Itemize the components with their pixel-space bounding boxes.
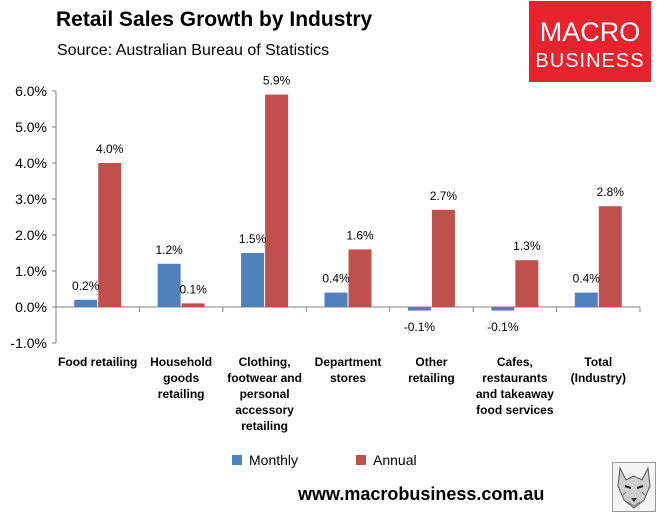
legend-monthly-label: Monthly: [249, 452, 299, 468]
category-label: goods: [163, 371, 199, 385]
footer-url[interactable]: www.macrobusiness.com.au: [298, 484, 545, 504]
data-label-monthly: -0.1%: [404, 320, 436, 334]
category-label: Total: [584, 355, 612, 369]
wolf-mascot-icon: [612, 462, 656, 512]
legend-monthly: Monthly: [232, 452, 298, 468]
category-label: personal: [240, 387, 290, 401]
category-label: retailing: [158, 387, 205, 401]
bar-annual-3: [348, 249, 372, 307]
data-label-annual: 4.0%: [96, 142, 124, 156]
bar-annual-2: [265, 94, 289, 307]
logo-line1: MACRO: [540, 17, 641, 47]
category-label: Household: [150, 355, 212, 369]
category-label: retailing: [241, 419, 288, 433]
category-label: retailing: [408, 371, 455, 385]
chart-title: Retail Sales Growth by Industry: [56, 8, 373, 31]
bar-monthly-6: [574, 292, 598, 307]
category-label: Other: [415, 355, 447, 369]
category-label: footwear and: [227, 371, 302, 385]
bar-monthly-2: [241, 253, 265, 307]
category-label: Clothing,: [239, 355, 291, 369]
y-tick-label: 4.0%: [15, 155, 47, 171]
category-label: (Industry): [571, 371, 626, 385]
bar-monthly-3: [324, 292, 348, 307]
bar-annual-6: [598, 206, 622, 307]
data-label-monthly: 1.5%: [239, 232, 267, 246]
bar-monthly-0: [74, 299, 98, 307]
data-label-monthly: 0.2%: [72, 279, 100, 293]
data-label-annual: 1.6%: [346, 228, 374, 242]
category-label: food services: [476, 403, 554, 417]
data-label-monthly: 1.2%: [155, 243, 183, 257]
bar-annual-1: [181, 303, 205, 307]
category-label: stores: [330, 371, 366, 385]
data-label-annual: 0.1%: [179, 282, 207, 296]
legend-annual-swatch: [356, 455, 366, 465]
bar-monthly-5: [491, 307, 515, 311]
bar-monthly-4: [407, 307, 431, 311]
y-tick-label: 5.0%: [15, 119, 47, 135]
bar-annual-5: [515, 260, 539, 307]
data-label-annual: 5.9%: [263, 74, 291, 88]
category-label: accessory: [235, 403, 294, 417]
data-label-monthly: 0.4%: [573, 272, 601, 286]
data-label-annual: 2.8%: [597, 185, 625, 199]
logo-line2: BUSINESS: [535, 50, 644, 72]
category-label: Department: [315, 355, 382, 369]
data-label-annual: 1.3%: [513, 239, 541, 253]
legend-annual-label: Annual: [373, 452, 417, 468]
category-label: Food retailing: [58, 355, 137, 369]
legend-monthly-swatch: [232, 455, 242, 465]
data-label-annual: 2.7%: [430, 189, 458, 203]
y-tick-label: 0.0%: [15, 299, 47, 315]
data-label-monthly: 0.4%: [322, 272, 350, 286]
category-label: and takeaway: [476, 387, 554, 401]
bar-annual-0: [98, 163, 122, 307]
y-tick-label: 3.0%: [15, 191, 47, 207]
y-tick-label: 2.0%: [15, 227, 47, 243]
bar-annual-4: [431, 209, 455, 307]
category-label: Cafes,: [497, 355, 533, 369]
legend-annual: Annual: [356, 452, 417, 468]
data-label-monthly: -0.1%: [487, 320, 519, 334]
y-tick-label: 1.0%: [15, 263, 47, 279]
macrobusiness-logo: MACRO BUSINESS: [529, 1, 651, 82]
logo-background: [529, 1, 651, 82]
bar-monthly-1: [157, 263, 181, 307]
y-tick-label: -1.0%: [10, 335, 47, 351]
category-label: restaurants: [482, 371, 548, 385]
chart-subtitle: Source: Australian Bureau of Statistics: [57, 42, 330, 59]
y-tick-label: 6.0%: [15, 83, 47, 99]
